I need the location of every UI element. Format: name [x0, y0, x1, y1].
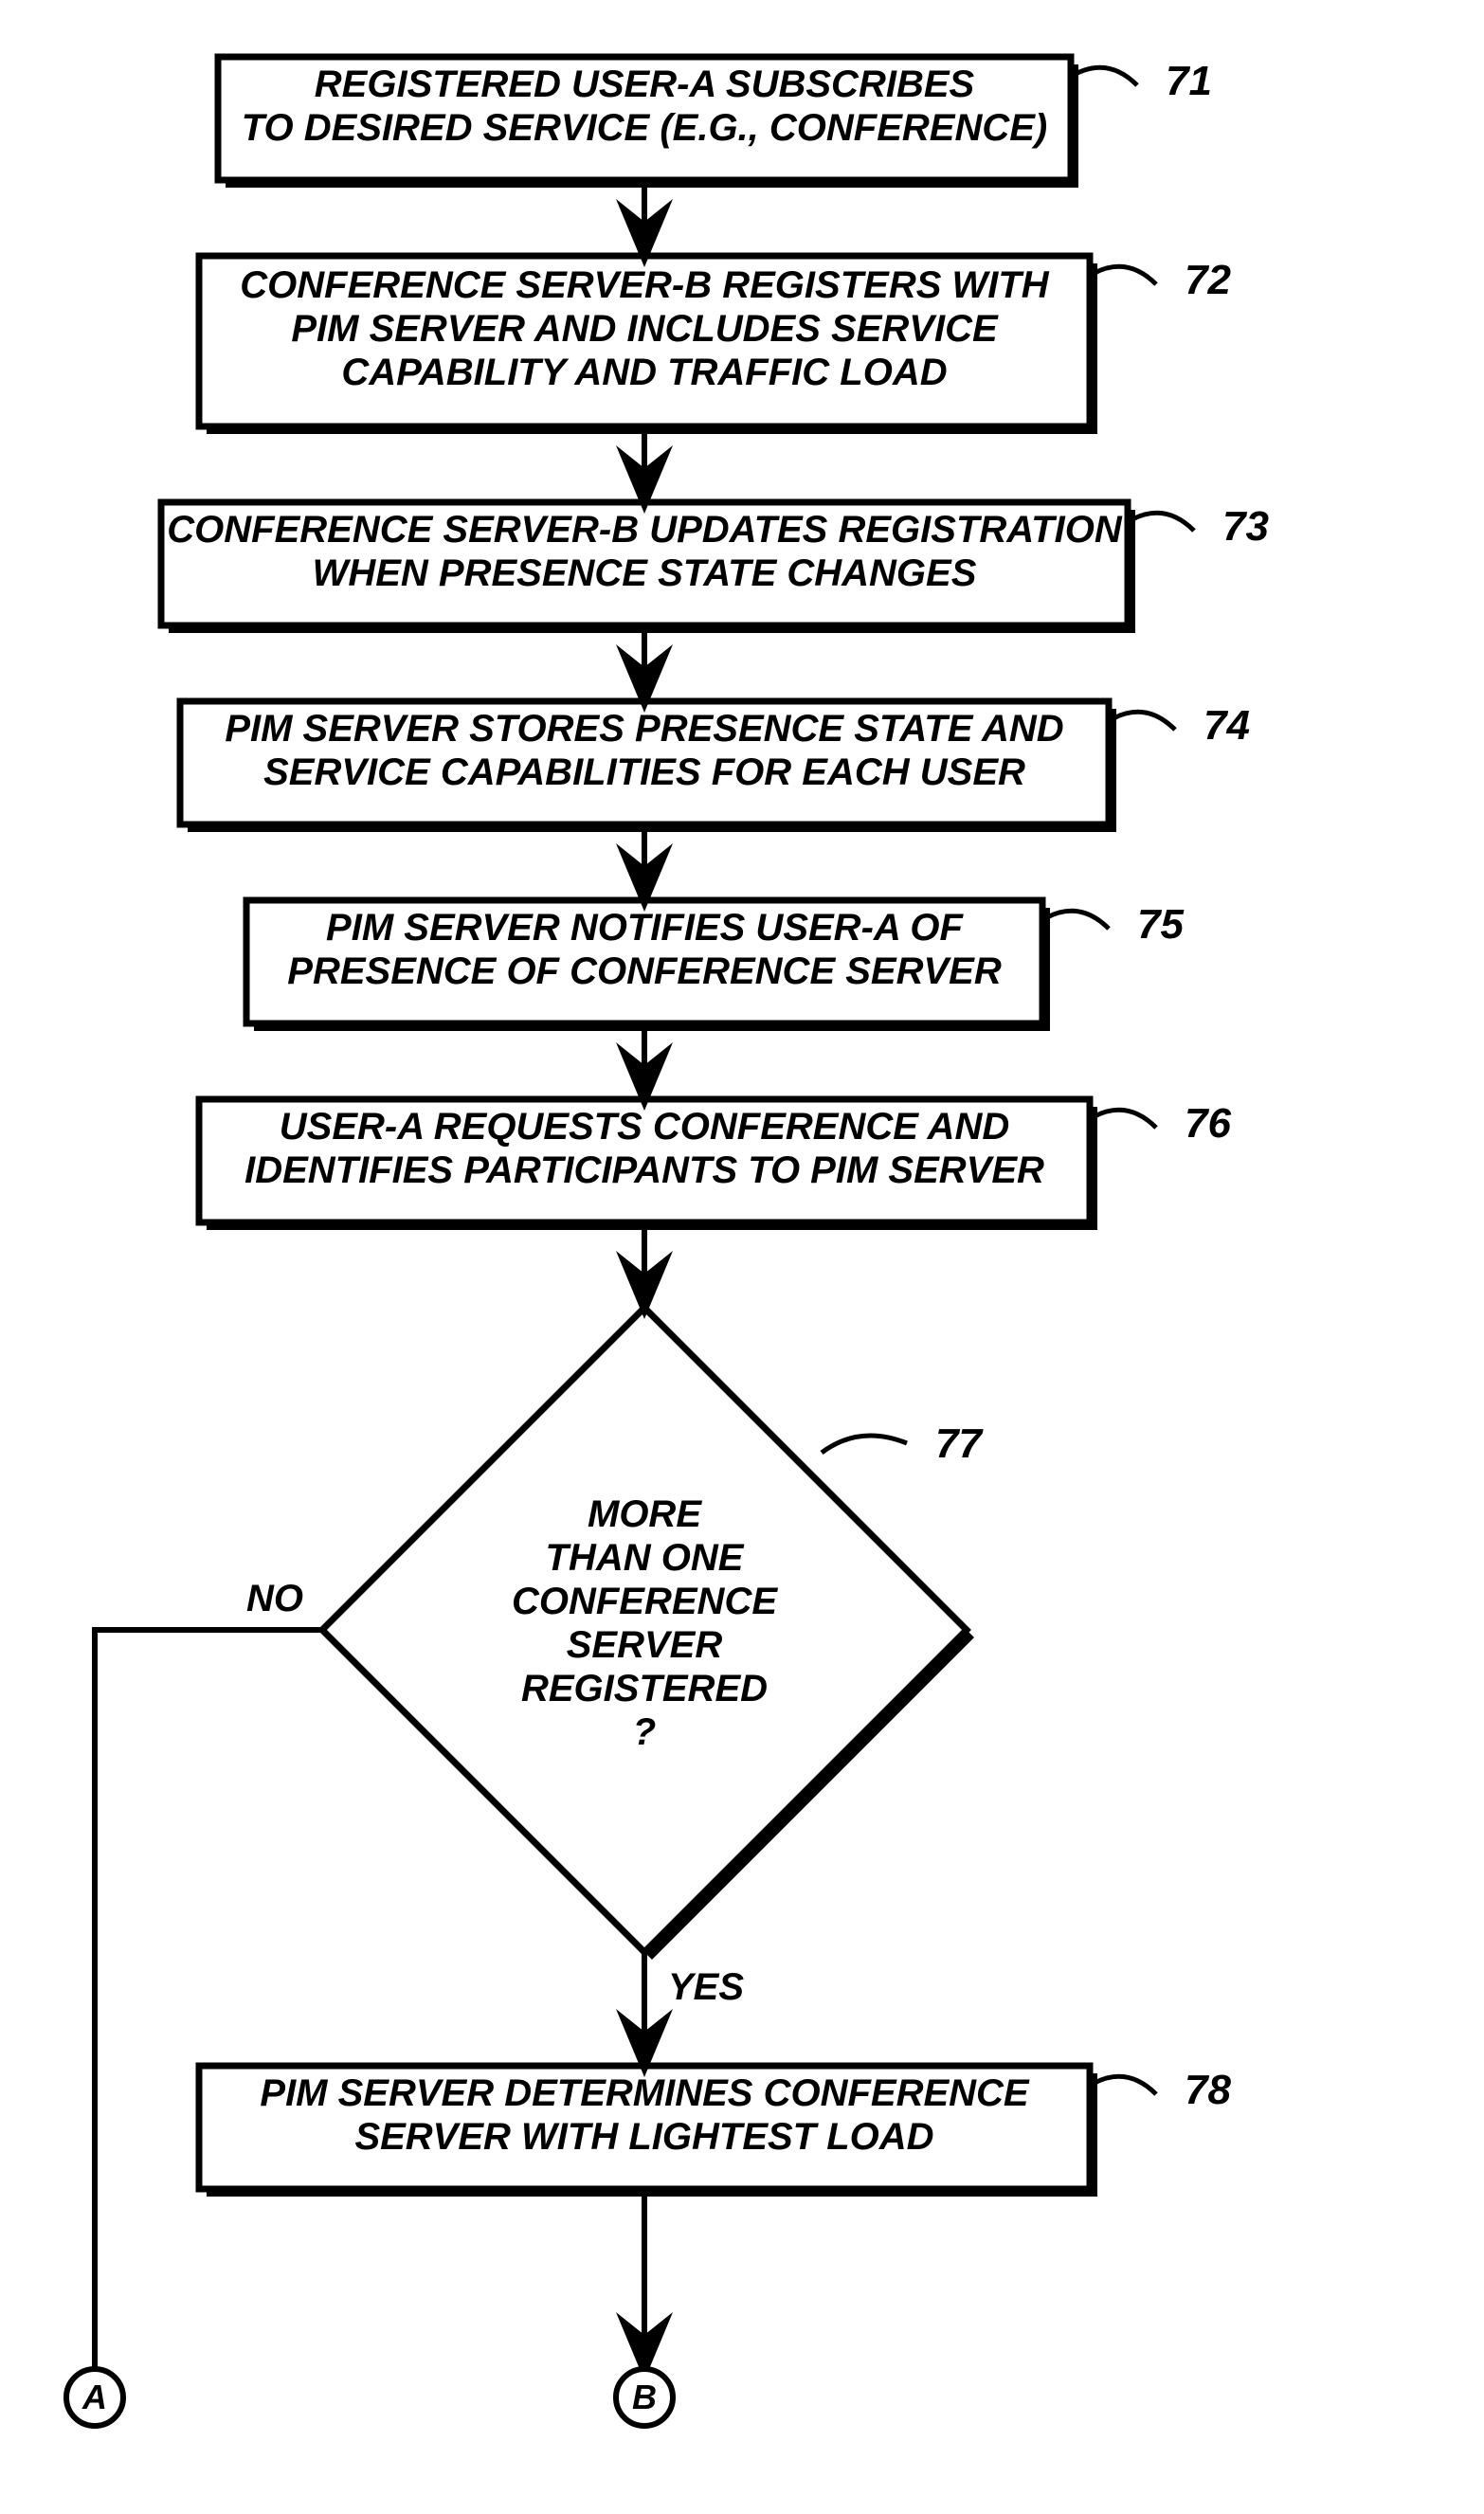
- step-label: 73: [1222, 503, 1269, 550]
- step-label: 78: [1185, 2067, 1231, 2113]
- step-label: 76: [1185, 1100, 1231, 1147]
- decision-text: REGISTERED: [521, 1668, 768, 1709]
- decision-text: MORE: [588, 1493, 702, 1535]
- connector-a: A: [66, 2369, 123, 2426]
- process-box: REGISTERED USER-A SUBSCRIBESTO DESIRED S…: [218, 57, 1212, 188]
- box-text: PIM SERVER AND INCLUDES SERVICE: [291, 308, 999, 350]
- process-box: CONFERENCE SERVER-B REGISTERS WITHPIM SE…: [199, 256, 1231, 434]
- connector-b: B: [616, 2369, 673, 2426]
- step-label: 77: [935, 1420, 984, 1467]
- decision-diamond: MORETHAN ONECONFERENCESERVERREGISTERED? 7…: [246, 1308, 984, 2008]
- yes-label: YES: [668, 1966, 744, 2008]
- box-text: IDENTIFIES PARTICIPANTS TO PIM SERVER: [244, 1149, 1044, 1191]
- svg-text:A: A: [81, 2378, 107, 2416]
- decision-text: ?: [633, 1711, 656, 1753]
- decision-text: CONFERENCE: [512, 1581, 778, 1622]
- process-box: PIM SERVER NOTIFIES USER-A OFPRESENCE OF…: [246, 900, 1184, 1031]
- no-label: NO: [246, 1578, 303, 1619]
- process-box: PIM SERVER STORES PRESENCE STATE ANDSERV…: [180, 701, 1250, 832]
- step-label: 72: [1185, 257, 1231, 303]
- flow-arrow: [95, 1630, 322, 2369]
- box-text: PIM SERVER NOTIFIES USER-A OF: [326, 907, 964, 949]
- box-text: TO DESIRED SERVICE (E.G., CONFERENCE): [242, 107, 1048, 149]
- box-text: REGISTERED USER-A SUBSCRIBES: [315, 63, 975, 105]
- step-label: 71: [1166, 58, 1212, 104]
- box-text: CAPABILITY AND TRAFFIC LOAD: [341, 352, 947, 393]
- process-box: CONFERENCE SERVER-B UPDATES REGISTRATION…: [161, 502, 1269, 633]
- box-text: SERVER WITH LIGHTEST LOAD: [354, 2116, 933, 2158]
- box-text: CONFERENCE SERVER-B UPDATES REGISTRATION: [167, 509, 1123, 551]
- process-box: PIM SERVER DETERMINES CONFERENCESERVER W…: [199, 2066, 1231, 2197]
- box-text: PIM SERVER DETERMINES CONFERENCE: [260, 2072, 1030, 2114]
- box-text: SERVICE CAPABILITIES FOR EACH USER: [263, 751, 1025, 793]
- box-text: PIM SERVER STORES PRESENCE STATE AND: [225, 708, 1063, 750]
- box-text: CONFERENCE SERVER-B REGISTERS WITH: [240, 264, 1050, 306]
- decision-text: SERVER: [567, 1624, 723, 1666]
- box-text: WHEN PRESENCE STATE CHANGES: [313, 552, 977, 594]
- step-label: 74: [1203, 702, 1250, 749]
- box-text: USER-A REQUESTS CONFERENCE AND: [280, 1106, 1009, 1148]
- svg-text:B: B: [632, 2378, 657, 2416]
- process-box: USER-A REQUESTS CONFERENCE ANDIDENTIFIES…: [199, 1099, 1231, 1230]
- decision-text: THAN ONE: [546, 1537, 745, 1579]
- step-label: 75: [1137, 901, 1184, 948]
- box-text: PRESENCE OF CONFERENCE SERVER: [287, 950, 1002, 992]
